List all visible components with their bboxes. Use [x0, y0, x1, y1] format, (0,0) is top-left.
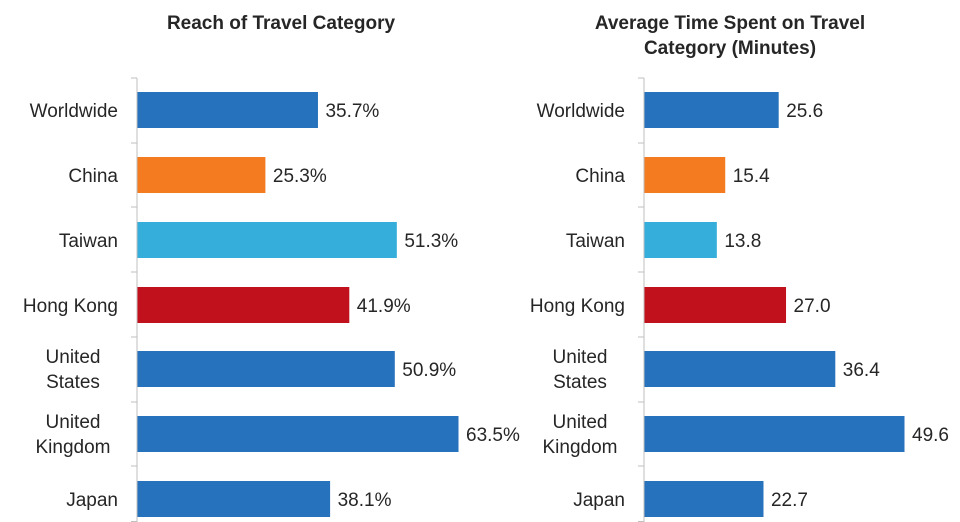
bar: [137, 92, 318, 128]
data-label: 38.1%: [338, 490, 392, 511]
chart-2: Average Time Spent on Travel Category (Mi…: [530, 13, 949, 522]
bar: [644, 157, 726, 193]
category-label-line: United: [553, 347, 608, 368]
data-label: 25.3%: [273, 166, 327, 187]
chart-title-line: Average Time Spent on Travel: [595, 13, 865, 34]
bar: [644, 92, 779, 128]
category-label: Japan: [66, 490, 118, 511]
category-label: United Kingdom: [543, 412, 618, 458]
data-label: 27.0: [794, 296, 831, 317]
category-label: China: [68, 166, 118, 187]
category-label-line: Kingdom: [543, 437, 618, 458]
bar: [137, 351, 395, 387]
bar: [137, 416, 459, 452]
bar: [137, 287, 350, 323]
data-label: 51.3%: [404, 231, 458, 252]
category-label-line: United: [46, 412, 101, 433]
chart-title: Reach of Travel Category: [167, 13, 396, 34]
bar: [644, 351, 836, 387]
bar: [137, 222, 397, 258]
category-label-line: Kingdom: [36, 437, 111, 458]
category-label-line: United: [46, 347, 101, 368]
category-label: Taiwan: [59, 231, 118, 252]
category-label: United States: [553, 347, 608, 393]
data-label: 41.9%: [357, 296, 411, 317]
category-label: Worldwide: [537, 101, 625, 122]
data-label: 49.6: [912, 425, 949, 446]
chart-title-line: Reach of Travel Category: [167, 13, 396, 34]
category-label-line: States: [553, 372, 607, 393]
bar: [644, 222, 717, 258]
bar: [137, 481, 331, 517]
bar: [644, 287, 787, 323]
data-label: 63.5%: [466, 425, 520, 446]
category-label-line: United: [553, 412, 608, 433]
data-label: 35.7%: [325, 101, 379, 122]
chart-title: Average Time Spent on Travel Category (Mi…: [595, 13, 865, 59]
data-label: 50.9%: [402, 360, 456, 381]
data-label: 13.8: [724, 231, 761, 252]
category-label: Worldwide: [30, 101, 118, 122]
chart-1: Reach of Travel Category 35.7% Worldwide 25…: [23, 13, 520, 522]
chart-title-line: Category (Minutes): [644, 38, 816, 59]
category-label: United Kingdom: [36, 412, 111, 458]
data-label: 15.4: [733, 166, 770, 187]
category-label: Japan: [573, 490, 625, 511]
bar: [644, 481, 764, 517]
data-label: 36.4: [843, 360, 880, 381]
category-label: Taiwan: [566, 231, 625, 252]
category-label: Hong Kong: [23, 296, 118, 317]
bar: [137, 157, 266, 193]
category-label: China: [575, 166, 625, 187]
data-label: 22.7: [771, 490, 808, 511]
bar: [644, 416, 905, 452]
data-label: 25.6: [786, 101, 823, 122]
category-label: Hong Kong: [530, 296, 625, 317]
category-label: United States: [46, 347, 101, 393]
category-label-line: States: [46, 372, 100, 393]
